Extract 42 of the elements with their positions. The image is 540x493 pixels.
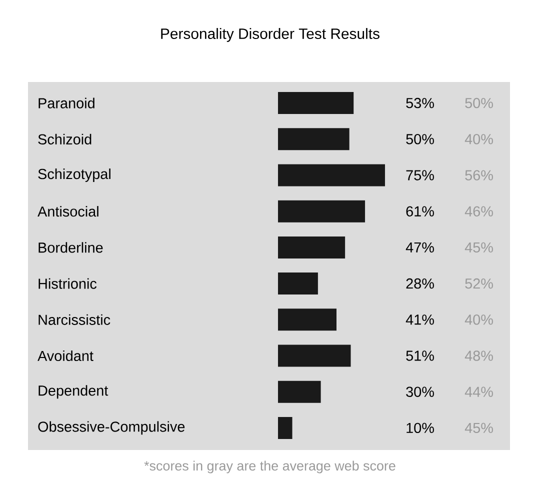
text: 50%: [465, 98, 493, 108]
bar: [278, 380, 321, 403]
text: 45%: [464, 422, 493, 434]
y-tick-label: Avoidant: [38, 350, 94, 362]
chart-title: Personality Disorder Test Results: [161, 28, 380, 42]
data-label: 10%: [406, 422, 434, 434]
y-tick-label: Antisocial: [38, 206, 98, 217]
text: 40%: [464, 314, 493, 325]
text: 52%: [465, 278, 493, 289]
y-tick-label: Histrionic: [38, 278, 97, 289]
data-label: 50%: [406, 134, 434, 144]
data-label: 41%: [406, 314, 434, 325]
text: 44%: [464, 386, 493, 397]
text: *scores in gray are the average web score: [144, 460, 396, 474]
bar: [278, 416, 292, 439]
bar: [278, 164, 385, 186]
bar: [278, 128, 350, 150]
bar: [278, 236, 346, 258]
bar: [278, 344, 351, 367]
data-label: 47%: [406, 242, 434, 252]
data-label: 53%: [406, 98, 434, 108]
data-label: 75%: [406, 170, 434, 180]
y-tick-label: Borderline: [38, 242, 103, 253]
y-tick-label: Obsessive-Compulsive: [38, 421, 185, 435]
text: 46%: [464, 206, 493, 216]
text: 40%: [464, 134, 493, 144]
text: 48%: [464, 350, 493, 361]
data-label: 61%: [406, 206, 434, 216]
y-tick-label: Narcissistic: [38, 314, 110, 325]
bar: [278, 272, 318, 295]
y-tick-label: Schizotypal: [38, 168, 110, 182]
bar: [278, 200, 366, 222]
y-tick-label: Dependent: [38, 385, 108, 399]
text: 45%: [464, 242, 493, 253]
y-tick-label: Paranoid: [38, 98, 94, 108]
text: 56%: [465, 170, 493, 180]
data-label: 28%: [406, 278, 434, 289]
bar: [278, 308, 336, 331]
data-label: 51%: [406, 350, 434, 361]
data-label: 30%: [406, 386, 434, 397]
y-tick-label: Schizoid: [38, 134, 92, 144]
bar: [278, 92, 354, 114]
